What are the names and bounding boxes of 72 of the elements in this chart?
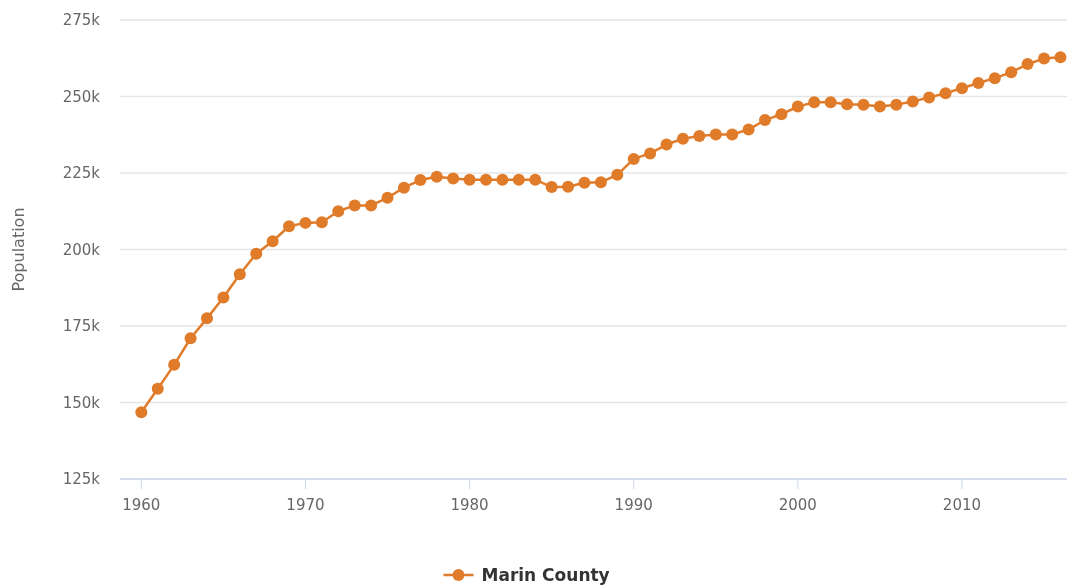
x-tick-label: 1980 bbox=[450, 496, 489, 514]
point bbox=[151, 382, 164, 395]
point bbox=[414, 174, 427, 187]
point bbox=[988, 72, 1001, 85]
point bbox=[578, 176, 591, 189]
point bbox=[135, 406, 148, 419]
point bbox=[233, 268, 246, 281]
point bbox=[923, 91, 936, 104]
point bbox=[529, 173, 542, 186]
point bbox=[299, 216, 312, 229]
point bbox=[315, 216, 328, 229]
point bbox=[791, 100, 804, 113]
point bbox=[693, 129, 706, 142]
point bbox=[1054, 51, 1067, 64]
legend-label: Marin County bbox=[481, 565, 610, 585]
x-tick-label: 1960 bbox=[122, 496, 161, 514]
point bbox=[463, 173, 476, 186]
point bbox=[480, 173, 492, 186]
y-tick-label: 225k bbox=[62, 164, 101, 182]
point bbox=[1021, 58, 1034, 71]
point bbox=[496, 173, 509, 186]
point bbox=[545, 181, 558, 194]
point bbox=[562, 180, 575, 193]
point bbox=[906, 95, 919, 108]
point bbox=[266, 235, 279, 248]
point bbox=[808, 96, 821, 109]
point bbox=[890, 98, 903, 111]
point bbox=[250, 247, 263, 260]
y-tick-label: 250k bbox=[62, 87, 101, 106]
point bbox=[184, 332, 197, 345]
point bbox=[939, 87, 952, 100]
point bbox=[447, 172, 460, 185]
point bbox=[627, 152, 640, 165]
point bbox=[972, 77, 985, 90]
point bbox=[512, 173, 525, 186]
point bbox=[397, 181, 410, 194]
x-tick-label: 1970 bbox=[286, 496, 325, 514]
point bbox=[365, 199, 378, 212]
point bbox=[759, 114, 772, 127]
point bbox=[611, 168, 624, 181]
point bbox=[775, 108, 788, 121]
point bbox=[709, 128, 722, 141]
point bbox=[660, 138, 673, 151]
y-tick-label: 275k bbox=[62, 11, 101, 29]
point bbox=[873, 100, 886, 113]
point bbox=[726, 128, 739, 141]
y-tick-label: 150k bbox=[62, 393, 101, 412]
point bbox=[742, 123, 755, 136]
point bbox=[594, 176, 607, 189]
point bbox=[857, 98, 870, 111]
y-tick-label: 175k bbox=[62, 317, 101, 335]
point bbox=[841, 98, 854, 111]
point bbox=[955, 82, 968, 95]
point bbox=[644, 147, 657, 160]
y-tick-label: 125k bbox=[62, 470, 101, 488]
point bbox=[1005, 66, 1018, 79]
point bbox=[676, 132, 689, 145]
point bbox=[168, 358, 181, 371]
y-tick-label: 200k bbox=[62, 240, 101, 259]
x-tick-label: 1990 bbox=[614, 496, 653, 514]
point bbox=[824, 96, 837, 109]
point bbox=[217, 291, 230, 304]
point bbox=[200, 312, 213, 325]
point bbox=[348, 199, 361, 212]
point bbox=[381, 191, 394, 204]
x-tick-label: 2000 bbox=[778, 496, 817, 514]
point bbox=[430, 170, 443, 183]
point bbox=[283, 220, 296, 233]
point bbox=[1038, 52, 1051, 65]
x-tick-label: 2010 bbox=[942, 496, 982, 514]
y-axis-title: Population bbox=[9, 207, 28, 292]
point bbox=[332, 205, 345, 218]
